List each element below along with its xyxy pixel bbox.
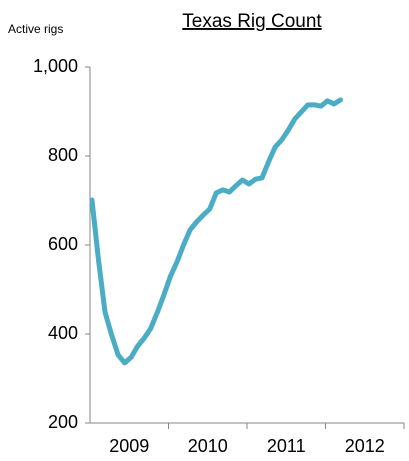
x-tick-label: 2009: [109, 436, 149, 456]
y-tick-label: 800: [48, 145, 78, 165]
y-tick-label: 400: [48, 323, 78, 343]
x-tick-label: 2010: [188, 436, 228, 456]
line: [89, 97, 344, 366]
y-tick-label: 200: [48, 412, 78, 432]
y-axis-label: Active rigs: [8, 22, 63, 36]
x-tick-label: 2011: [267, 436, 306, 456]
y-tick-label: 1,000: [33, 56, 78, 76]
y-tick-label: 600: [48, 234, 78, 254]
x-tick-label: 2012: [345, 436, 385, 456]
chart-title: Texas Rig Count: [182, 11, 322, 32]
